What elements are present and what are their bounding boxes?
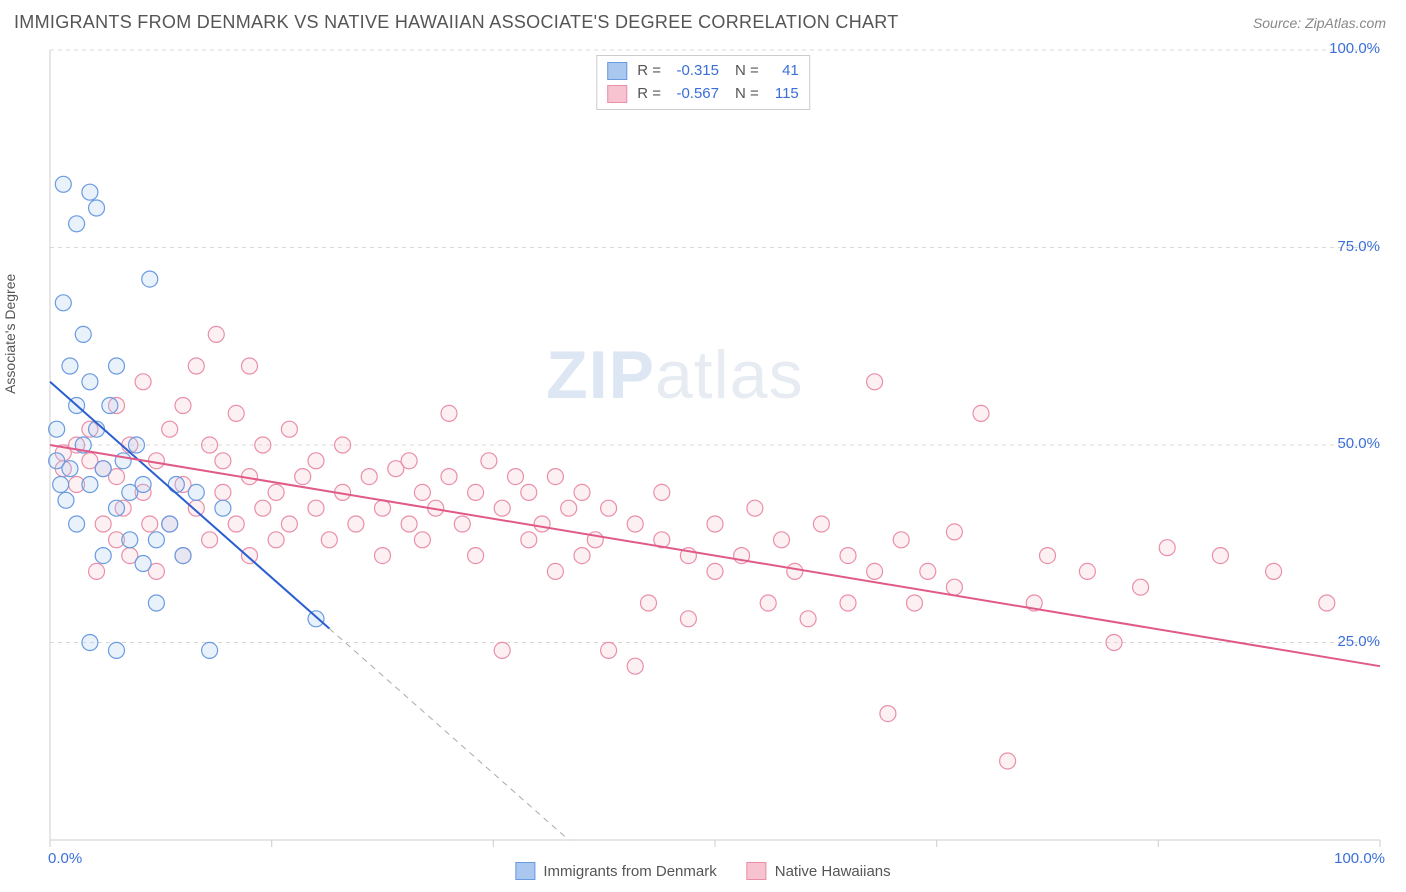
legend-swatch — [515, 862, 535, 880]
y-tick-label: 100.0% — [1320, 40, 1380, 57]
legend-item: Immigrants from Denmark — [515, 862, 716, 880]
scatter-plot — [0, 0, 1406, 892]
x-tick-label: 100.0% — [1325, 850, 1385, 867]
legend-item: Native Hawaiians — [747, 862, 891, 880]
y-tick-label: 50.0% — [1320, 435, 1380, 452]
legend-swatch — [747, 862, 767, 880]
x-tick-label: 0.0% — [48, 850, 82, 867]
r-value: -0.567 — [667, 83, 719, 106]
n-label: N = — [735, 60, 759, 83]
r-label: R = — [637, 60, 661, 83]
stat-legend-box: R = -0.315 N = 41 R = -0.567 N = 115 — [596, 55, 810, 110]
legend-label: Native Hawaiians — [775, 863, 891, 880]
n-value: 115 — [765, 83, 799, 106]
n-label: N = — [735, 83, 759, 106]
y-tick-label: 25.0% — [1320, 633, 1380, 650]
stat-legend-row: R = -0.315 N = 41 — [607, 60, 799, 83]
legend-swatch — [607, 62, 627, 80]
series-legend: Immigrants from Denmark Native Hawaiians — [515, 862, 890, 880]
r-label: R = — [637, 83, 661, 106]
legend-swatch — [607, 85, 627, 103]
stat-legend-row: R = -0.567 N = 115 — [607, 83, 799, 106]
y-tick-label: 75.0% — [1320, 238, 1380, 255]
r-value: -0.315 — [667, 60, 719, 83]
legend-label: Immigrants from Denmark — [543, 863, 716, 880]
n-value: 41 — [765, 60, 799, 83]
